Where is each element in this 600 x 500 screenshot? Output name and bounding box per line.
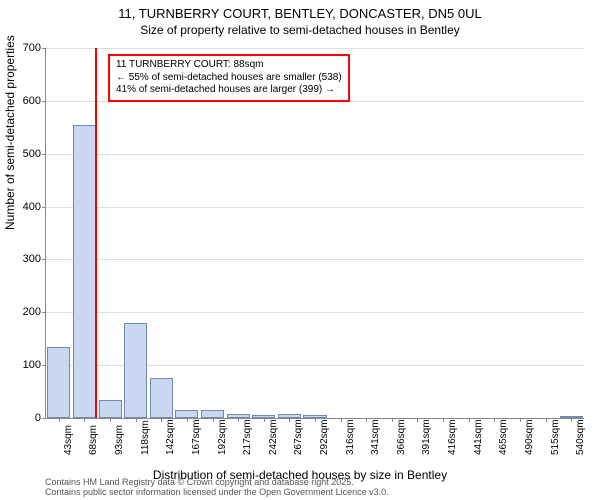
y-tick-label: 100 xyxy=(16,359,41,371)
x-tick-mark xyxy=(469,418,470,422)
x-tick-label: 490sqm xyxy=(524,419,535,455)
x-tick-label: 391sqm xyxy=(421,419,432,455)
x-tick-label: 142sqm xyxy=(165,419,176,455)
grid-line xyxy=(46,259,584,260)
histogram-bar xyxy=(175,410,198,418)
x-tick-label: 366sqm xyxy=(396,419,407,455)
x-tick-label: 416sqm xyxy=(447,419,458,455)
x-tick-mark xyxy=(571,418,572,422)
footer-line1: Contains HM Land Registry data © Crown c… xyxy=(45,477,354,487)
x-tick-label: 316sqm xyxy=(345,419,356,455)
histogram-bar xyxy=(124,323,147,418)
x-tick-mark xyxy=(264,418,265,422)
histogram-bar xyxy=(99,400,122,419)
y-tick-label: 400 xyxy=(16,201,41,213)
histogram-bar xyxy=(201,410,224,418)
x-tick-mark xyxy=(110,418,111,422)
x-tick-label: 441sqm xyxy=(473,419,484,455)
y-tick-mark xyxy=(42,207,46,208)
y-tick-label: 600 xyxy=(16,95,41,107)
y-tick-mark xyxy=(42,48,46,49)
x-tick-label: 43sqm xyxy=(63,425,74,455)
x-tick-mark xyxy=(417,418,418,422)
x-tick-label: 515sqm xyxy=(550,419,561,455)
grid-line xyxy=(46,154,584,155)
y-tick-mark xyxy=(42,312,46,313)
histogram-bar xyxy=(47,347,70,418)
x-tick-label: 242sqm xyxy=(268,419,279,455)
chart-subtitle: Size of property relative to semi-detach… xyxy=(0,23,600,37)
x-tick-mark xyxy=(494,418,495,422)
x-tick-mark xyxy=(315,418,316,422)
y-tick-label: 0 xyxy=(16,412,41,424)
x-tick-mark xyxy=(366,418,367,422)
x-tick-label: 68sqm xyxy=(88,425,99,455)
y-tick-mark xyxy=(42,101,46,102)
y-tick-mark xyxy=(42,365,46,366)
x-tick-label: 465sqm xyxy=(498,419,509,455)
x-tick-mark xyxy=(392,418,393,422)
y-tick-mark xyxy=(42,154,46,155)
x-tick-mark xyxy=(59,418,60,422)
x-tick-mark xyxy=(443,418,444,422)
histogram-bar xyxy=(150,378,173,418)
y-axis-label: Number of semi-detached properties xyxy=(3,35,17,230)
x-tick-mark xyxy=(238,418,239,422)
x-tick-mark xyxy=(213,418,214,422)
y-tick-mark xyxy=(42,418,46,419)
histogram-bar xyxy=(73,125,96,418)
grid-line xyxy=(46,48,584,49)
callout-line: 41% of semi-detached houses are larger (… xyxy=(116,84,342,97)
chart-title: 11, TURNBERRY COURT, BENTLEY, DONCASTER,… xyxy=(0,0,600,23)
y-tick-mark xyxy=(42,259,46,260)
x-tick-mark xyxy=(289,418,290,422)
footer-line2: Contains public sector information licen… xyxy=(45,487,389,497)
x-tick-label: 217sqm xyxy=(242,419,253,455)
x-tick-mark xyxy=(546,418,547,422)
footer-attribution: Contains HM Land Registry data © Crown c… xyxy=(45,478,389,498)
x-tick-label: 267sqm xyxy=(293,419,304,455)
reference-line xyxy=(95,48,97,418)
grid-line xyxy=(46,207,584,208)
x-tick-mark xyxy=(136,418,137,422)
chart-plot-area: 010020030040050060070043sqm68sqm93sqm118… xyxy=(45,48,584,419)
callout-line: 11 TURNBERRY COURT: 88sqm xyxy=(116,59,342,72)
y-tick-label: 700 xyxy=(16,42,41,54)
grid-line xyxy=(46,312,584,313)
x-tick-mark xyxy=(341,418,342,422)
y-tick-label: 500 xyxy=(16,148,41,160)
x-tick-label: 341sqm xyxy=(370,419,381,455)
x-tick-mark xyxy=(84,418,85,422)
x-tick-label: 93sqm xyxy=(114,425,125,455)
y-tick-label: 200 xyxy=(16,306,41,318)
x-tick-mark xyxy=(161,418,162,422)
y-tick-label: 300 xyxy=(16,253,41,265)
x-tick-label: 292sqm xyxy=(319,419,330,455)
x-tick-label: 192sqm xyxy=(217,419,228,455)
x-tick-label: 118sqm xyxy=(140,420,151,455)
x-tick-mark xyxy=(520,418,521,422)
callout-box: 11 TURNBERRY COURT: 88sqm← 55% of semi-d… xyxy=(108,54,350,102)
x-tick-label: 167sqm xyxy=(191,419,202,455)
x-tick-label: 540sqm xyxy=(575,419,586,455)
callout-line: ← 55% of semi-detached houses are smalle… xyxy=(116,72,342,85)
x-tick-mark xyxy=(187,418,188,422)
